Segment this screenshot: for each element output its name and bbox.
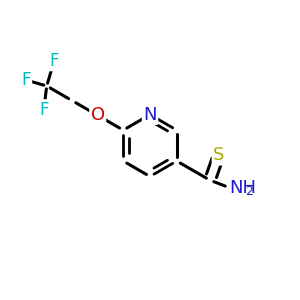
Text: S: S (213, 146, 224, 164)
Text: F: F (39, 100, 49, 118)
Text: O: O (91, 106, 105, 124)
Text: NH: NH (229, 178, 256, 196)
Text: N: N (143, 106, 157, 124)
Text: F: F (49, 52, 59, 70)
Text: F: F (21, 71, 31, 89)
Text: 2: 2 (245, 184, 253, 198)
